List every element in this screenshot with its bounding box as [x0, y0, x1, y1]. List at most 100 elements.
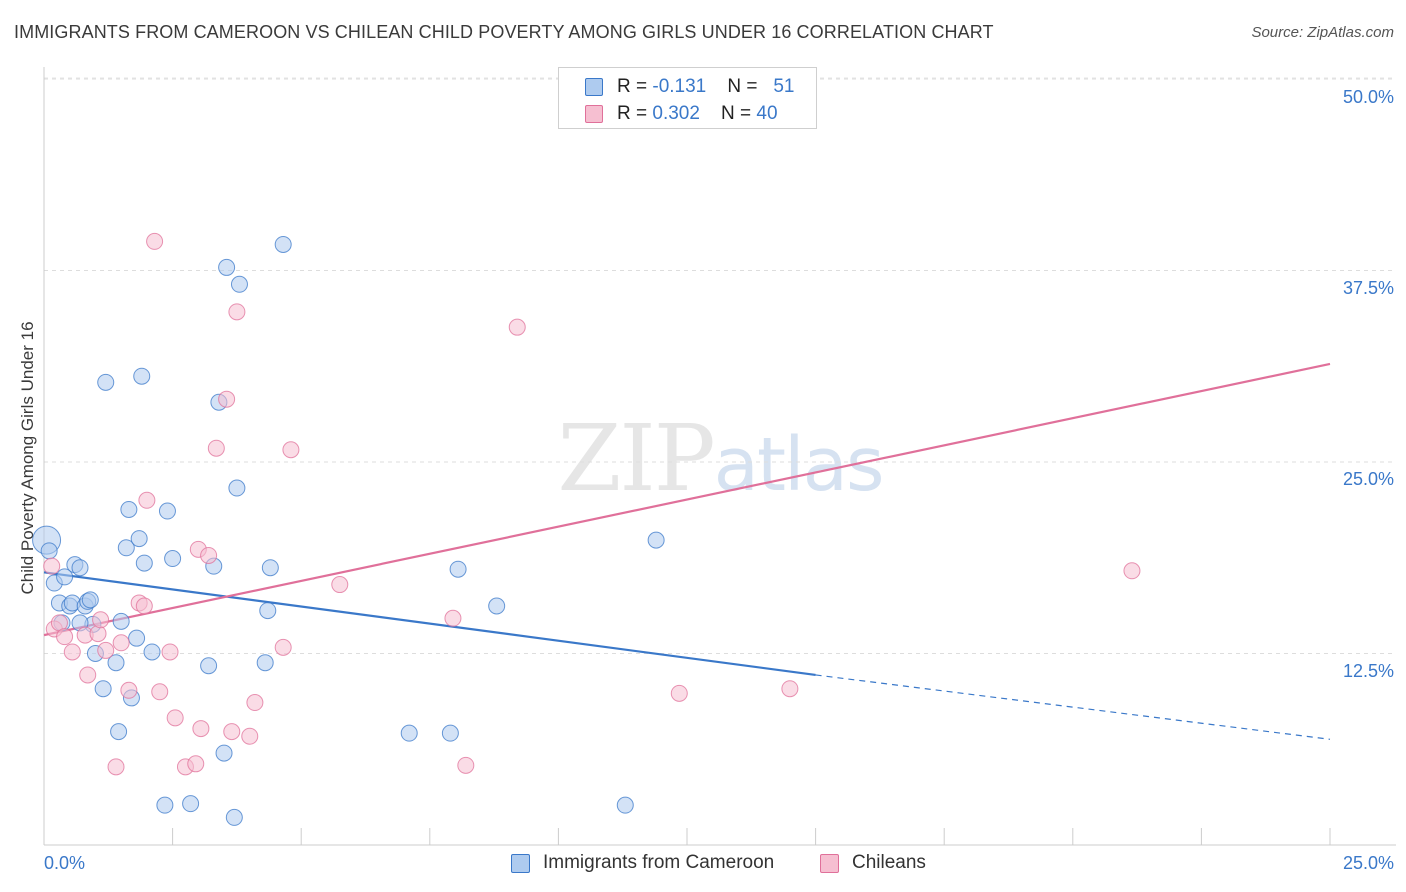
cameroon-point	[182, 795, 200, 813]
r-label: R =	[617, 76, 653, 97]
y-tick-label: 12.5%	[1342, 661, 1394, 681]
cameroon-point	[400, 724, 418, 742]
axes	[43, 67, 1396, 846]
y-tick-label: 50.0%	[1342, 87, 1394, 107]
cameroon-point	[97, 373, 115, 391]
chileans-point	[112, 634, 130, 652]
cameroon-point	[94, 680, 112, 698]
chileans-point	[1123, 562, 1141, 580]
trend-line-extension	[815, 674, 1331, 740]
chileans-point	[135, 597, 153, 615]
data-points	[32, 232, 1141, 826]
chileans-point	[192, 720, 210, 738]
cameroon-point	[274, 235, 292, 253]
cameroon-point	[259, 602, 277, 620]
cameroon-legend-swatch	[511, 854, 530, 873]
chileans-point	[274, 638, 292, 656]
cameroon-point	[616, 796, 634, 814]
y-tick-label: 25.0%	[1342, 469, 1394, 489]
x-tick-label: 25.0%	[1342, 853, 1394, 873]
chileans-point	[138, 491, 156, 509]
chileans-point	[92, 611, 110, 629]
cameroon-swatch	[585, 78, 603, 96]
chileans-point	[331, 576, 349, 594]
chileans-point	[207, 439, 225, 457]
cameroon-point	[256, 654, 274, 672]
cameroon-point	[143, 643, 161, 661]
y-tick-label: 37.5%	[1342, 278, 1394, 298]
r-value: -0.131	[652, 76, 707, 97]
source-label: Source: ZipAtlas.com	[1251, 24, 1394, 41]
cameroon-point	[120, 500, 138, 518]
cameroon-point	[110, 723, 128, 741]
n-label: N =	[727, 76, 763, 97]
chileans-point	[107, 758, 125, 776]
y-axis-label: Child Poverty Among Girls Under 16	[18, 321, 37, 595]
cameroon-point	[449, 560, 467, 578]
n-label: N =	[721, 103, 757, 124]
chileans-point	[223, 723, 241, 741]
cameroon-point	[117, 539, 135, 557]
chileans-point	[151, 683, 169, 701]
chileans-point	[146, 232, 164, 250]
cameroon-point	[164, 550, 182, 568]
n-value: 51	[773, 76, 795, 97]
trend-lines	[43, 362, 1331, 740]
chileans-point	[63, 643, 81, 661]
cameroon-point	[135, 554, 153, 572]
chileans-point	[457, 756, 475, 774]
chileans-point	[508, 318, 526, 336]
chileans-point	[79, 666, 97, 684]
r-value: 0.302	[652, 103, 700, 124]
cameroon-point	[133, 367, 151, 385]
cameroon-point	[228, 479, 246, 497]
cameroon-point	[40, 542, 58, 560]
chileans-point	[43, 557, 61, 575]
chileans-point	[200, 546, 218, 564]
r-label: R =	[617, 103, 653, 124]
cameroon-point	[56, 568, 74, 586]
cameroon-point	[81, 591, 99, 609]
cameroon-point	[130, 530, 148, 548]
cameroon-point	[71, 559, 89, 577]
watermark: ZIPatlas	[558, 405, 883, 512]
chileans-point	[166, 709, 184, 727]
chileans-point	[444, 609, 462, 627]
cameroon-point	[225, 808, 243, 826]
cameroon-point	[200, 657, 218, 675]
chileans-point	[241, 727, 259, 745]
chileans-point	[89, 625, 107, 643]
chileans-point	[120, 681, 138, 699]
chileans-point	[218, 390, 236, 408]
legend-label: Chileans	[852, 852, 926, 873]
chileans-point	[56, 628, 74, 646]
legend-label: Immigrants from Cameroon	[543, 852, 775, 873]
x-tick-label: 0.0%	[44, 853, 86, 873]
cameroon-point	[230, 275, 248, 293]
cameroon-point	[441, 724, 459, 742]
trend-line	[43, 362, 1331, 637]
cameroon-point	[488, 597, 506, 615]
cameroon-point	[107, 654, 125, 672]
cameroon-point	[156, 796, 174, 814]
stats-legend: R = -0.131 N = 51 R = 0.302 N = 40	[558, 67, 817, 129]
cameroon-point	[128, 629, 146, 647]
cameroon-point	[647, 531, 665, 549]
cameroon-point	[261, 559, 279, 577]
chileans-point	[781, 680, 799, 698]
cameroon-point	[112, 612, 130, 630]
chileans-point	[187, 755, 205, 773]
chileans-point	[228, 303, 246, 321]
chart-title: IMMIGRANTS FROM CAMEROON VS CHILEAN CHIL…	[14, 22, 994, 42]
chileans-point	[670, 684, 688, 702]
chileans-swatch	[585, 105, 603, 123]
chileans-point	[97, 641, 115, 659]
cameroon-point	[158, 502, 176, 520]
grid-lines	[44, 77, 1396, 654]
n-value: 40	[756, 103, 778, 124]
chileans-point	[282, 441, 300, 459]
trend-line	[43, 571, 816, 677]
cameroon-point	[218, 258, 236, 276]
chileans-point	[161, 643, 179, 661]
